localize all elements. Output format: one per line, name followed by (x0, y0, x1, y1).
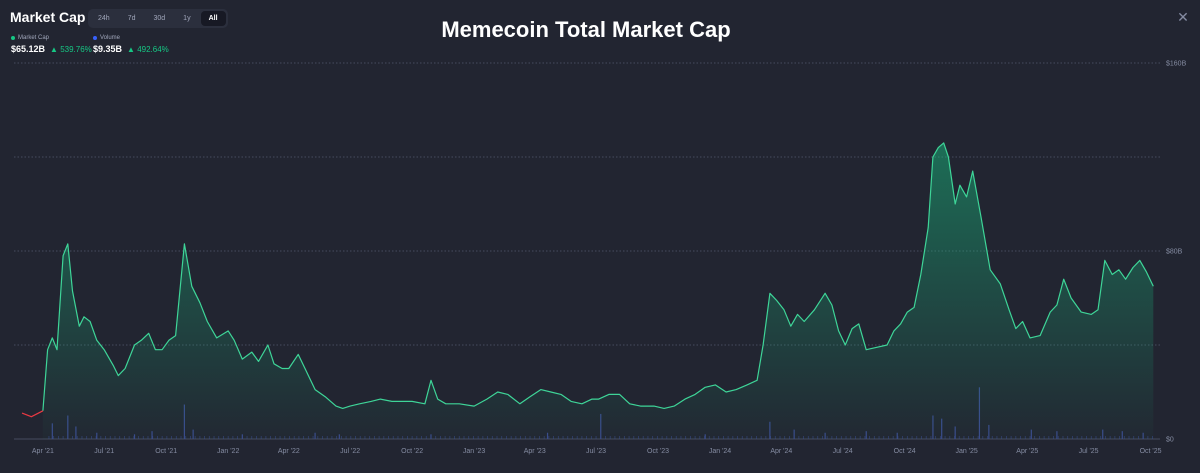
x-tick-label: Apr '21 (32, 448, 54, 455)
y-tick-label: $0 (1166, 437, 1174, 444)
x-tick-label: Apr '25 (1016, 448, 1038, 455)
header-title: Market Cap (10, 9, 86, 25)
x-tick-label: Jul '23 (586, 448, 606, 455)
x-tick-label: Apr '22 (278, 448, 300, 455)
market-cap-line (42, 142, 1154, 411)
market-cap-start-line (21, 410, 44, 418)
x-tick-label: Apr '23 (524, 448, 546, 455)
y-tick-label: $80B (1166, 249, 1183, 256)
close-icon[interactable]: ✕ (1177, 9, 1189, 25)
x-tick-label: Jul '24 (833, 448, 853, 455)
x-tick-label: Oct '24 (894, 448, 916, 455)
x-tick-label: Oct '25 (1140, 448, 1162, 455)
legend-market-cap-value: $65.12B (11, 44, 46, 54)
tab-7d[interactable]: 7d (127, 15, 136, 22)
legend-market-cap-change: 539.76% (60, 44, 92, 54)
tab-1y[interactable]: 1y (183, 15, 191, 22)
x-tick-label: Jan '23 (463, 448, 485, 455)
caret-up-icon: ▲ (127, 44, 135, 54)
tab-30d[interactable]: 30d (153, 15, 166, 22)
market-cap-dot-icon (11, 36, 15, 40)
x-tick-label: Oct '23 (647, 448, 669, 455)
legend-volume-value: $9.35B (93, 44, 123, 54)
x-tick-label: Jan '22 (217, 448, 239, 455)
y-tick-label: $160B (1166, 61, 1187, 68)
x-tick-label: Jan '25 (955, 448, 977, 455)
range-tabs: 24h 7d 30d 1y All (88, 9, 228, 28)
volume-dot-icon (93, 36, 97, 40)
legend-volume-label: Volume (100, 35, 121, 41)
chart-title: Memecoin Total Market Cap (441, 17, 731, 42)
tab-all[interactable]: All (200, 11, 226, 26)
x-tick-label: Apr '24 (770, 448, 792, 455)
x-tick-label: Jul '21 (94, 448, 114, 455)
market-cap-area (42, 142, 1154, 439)
legend-volume-change: 492.64% (137, 44, 169, 54)
tab-24h[interactable]: 24h (98, 15, 110, 22)
legend-market-cap: Market Cap $65.12B ▲ 539.76% (11, 35, 92, 54)
x-tick-label: Jul '22 (340, 448, 360, 455)
legend-market-cap-label: Market Cap (18, 35, 50, 41)
x-tick-label: Oct '22 (401, 448, 423, 455)
x-tick-label: Jan '24 (709, 448, 731, 455)
x-tick-label: Jul '25 (1079, 448, 1099, 455)
legend-volume: Volume $9.35B ▲ 492.64% (93, 35, 169, 54)
caret-up-icon: ▲ (50, 44, 58, 54)
x-tick-label: Oct '21 (155, 448, 177, 455)
